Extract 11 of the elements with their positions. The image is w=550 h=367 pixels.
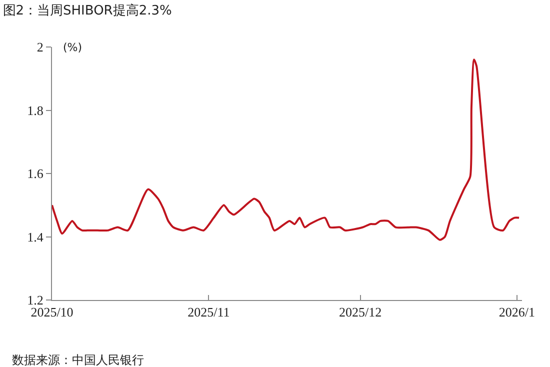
y-tick-label: 1.4: [27, 229, 44, 244]
y-axis-title: (%): [63, 41, 82, 54]
line-series: [52, 58, 520, 241]
y-tick-label: 1.8: [27, 102, 44, 118]
x-tick-label: 2025/12: [338, 304, 382, 320]
y-tick-label: 2: [36, 40, 44, 55]
source-note: 数据来源：中国人民银行: [12, 353, 144, 367]
y-tick-label: 1.6: [27, 166, 44, 182]
x-tick-label: 2025/11: [188, 304, 230, 320]
x-tick-label: 2026/1: [498, 304, 536, 320]
chart-title: 图2：当周SHIBOR提高2.3%: [2, 2, 172, 19]
